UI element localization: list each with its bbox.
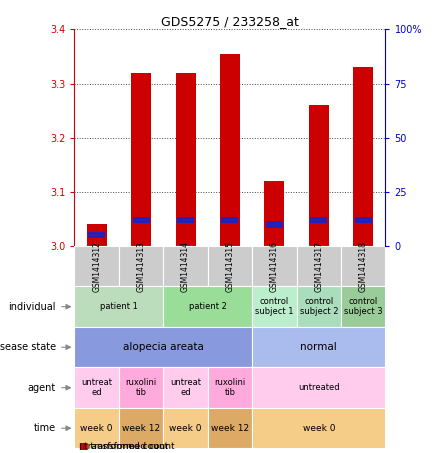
Text: week 0: week 0 <box>169 424 202 433</box>
Text: week 0: week 0 <box>81 424 113 433</box>
Text: control
subject 1: control subject 1 <box>255 297 293 316</box>
Text: transformed count: transformed count <box>84 442 168 451</box>
Bar <box>176 73 195 246</box>
Bar <box>266 221 283 227</box>
Bar <box>87 224 107 246</box>
Bar <box>208 367 252 408</box>
Bar <box>341 286 385 327</box>
Bar <box>74 408 119 448</box>
Bar <box>355 217 372 223</box>
Text: GSM1414314: GSM1414314 <box>181 241 190 292</box>
Bar <box>119 408 163 448</box>
Text: GSM1414313: GSM1414313 <box>137 241 145 292</box>
Text: ■: ■ <box>79 442 87 451</box>
Text: GSM1414312: GSM1414312 <box>92 241 101 292</box>
Text: ruxolini
tib: ruxolini tib <box>214 378 246 397</box>
Text: GSM1414315: GSM1414315 <box>226 241 234 292</box>
Bar <box>341 246 385 286</box>
Text: ruxolini
tib: ruxolini tib <box>125 378 157 397</box>
Text: week 12: week 12 <box>122 424 160 433</box>
Text: control
subject 3: control subject 3 <box>344 297 382 316</box>
Bar <box>297 286 341 327</box>
Bar <box>310 217 327 223</box>
Bar <box>177 217 194 223</box>
Bar <box>353 67 373 246</box>
Bar <box>74 327 252 367</box>
Bar <box>74 367 119 408</box>
Text: time: time <box>34 423 56 433</box>
Text: normal: normal <box>300 342 337 352</box>
Bar <box>297 246 341 286</box>
Bar <box>163 367 208 408</box>
Text: patient 1: patient 1 <box>100 302 138 311</box>
Bar <box>252 367 385 408</box>
Bar <box>252 286 297 327</box>
Bar <box>74 246 119 286</box>
Bar <box>265 181 284 246</box>
Bar <box>119 246 163 286</box>
Text: untreated: untreated <box>298 383 339 392</box>
Bar <box>208 408 252 448</box>
Text: week 12: week 12 <box>211 424 249 433</box>
Bar <box>133 217 150 223</box>
Bar <box>252 327 385 367</box>
Text: ■ transformed count: ■ transformed count <box>79 442 174 451</box>
Bar <box>88 232 105 238</box>
Bar <box>163 286 252 327</box>
Text: alopecia areata: alopecia areata <box>123 342 204 352</box>
Text: GSM1414316: GSM1414316 <box>270 241 279 292</box>
Bar <box>220 54 240 246</box>
Text: GSM1414318: GSM1414318 <box>359 241 368 292</box>
Text: individual: individual <box>8 302 56 312</box>
Text: control
subject 2: control subject 2 <box>300 297 338 316</box>
Bar <box>131 73 151 246</box>
Bar <box>208 246 252 286</box>
Bar <box>252 246 297 286</box>
Bar <box>74 286 163 327</box>
Bar <box>252 408 385 448</box>
Bar <box>119 367 163 408</box>
Text: week 0: week 0 <box>303 424 335 433</box>
Text: untreat
ed: untreat ed <box>170 378 201 397</box>
Title: GDS5275 / 233258_at: GDS5275 / 233258_at <box>161 15 299 28</box>
Text: untreat
ed: untreat ed <box>81 378 112 397</box>
Text: disease state: disease state <box>0 342 56 352</box>
Bar <box>222 217 238 223</box>
Bar <box>309 105 329 246</box>
Text: GSM1414317: GSM1414317 <box>314 241 323 292</box>
Bar <box>163 408 208 448</box>
Bar <box>163 246 208 286</box>
Text: patient 2: patient 2 <box>189 302 227 311</box>
Text: agent: agent <box>28 383 56 393</box>
